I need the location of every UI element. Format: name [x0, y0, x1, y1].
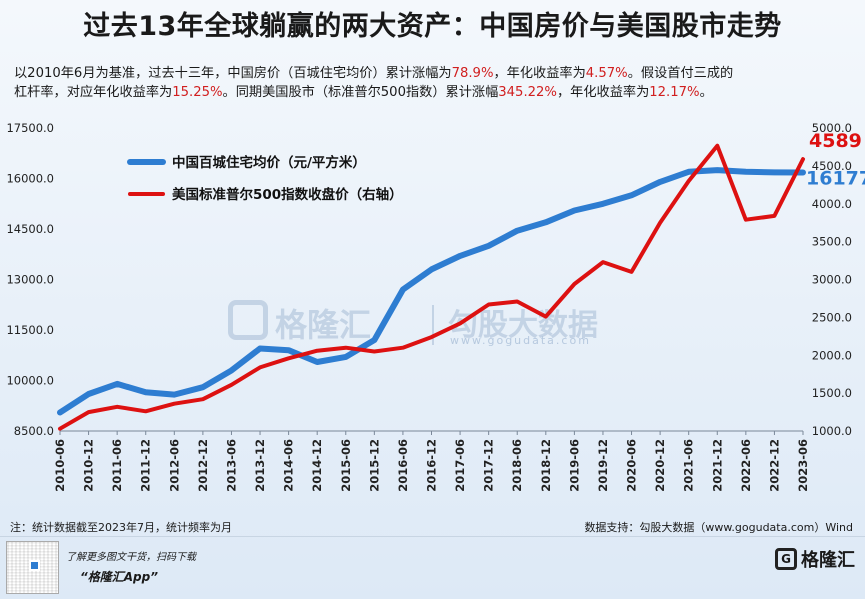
chart-subtitle: 以2010年6月为基准，过去十三年，中国房价（百城住宅均价）累计涨幅为78.9%…	[14, 64, 854, 102]
subtitle-highlight: 345.22%	[498, 85, 557, 100]
watermark-divider	[432, 305, 434, 345]
brand-logo-icon: G	[775, 548, 797, 570]
y-right-tick-label: 1000.0	[812, 424, 852, 438]
y-right-tick-label: 4500.0	[812, 159, 852, 173]
x-tick-label: 2011-06	[110, 439, 124, 492]
subtitle-highlight: 4.57%	[585, 66, 628, 81]
x-tick-label: 2010-06	[53, 439, 67, 492]
x-tick-label: 2022-12	[767, 439, 781, 492]
x-tick-label: 2011-12	[139, 439, 153, 492]
subtitle-highlight: 78.9%	[451, 66, 494, 81]
x-tick-label: 2015-06	[339, 439, 353, 492]
x-tick-label: 2020-06	[625, 439, 639, 492]
y-right-tick-label: 3500.0	[812, 235, 852, 249]
footer-divider	[0, 536, 865, 537]
brand-logo[interactable]: G 格隆汇	[775, 546, 855, 572]
x-tick-label: 2019-12	[596, 439, 610, 492]
x-tick-label: 2017-06	[453, 439, 467, 492]
y-right-tick-label: 1500.0	[812, 386, 852, 400]
series-line-house-price	[57, 167, 806, 416]
x-tick-label: 2023-06	[796, 439, 810, 492]
subtitle-text: 杠杆率，对应年化收益率为	[14, 85, 173, 100]
watermark-logo-icon	[228, 300, 268, 340]
y-right-tick-label: 5000.0	[812, 121, 852, 135]
x-tick-label: 2016-12	[425, 439, 439, 492]
line-chart: 8500.0 10000.0 11500.0 13000.0 14500.0 16000.…	[6, 121, 865, 492]
subtitle-highlight: 12.17%	[649, 85, 700, 100]
y-left-tick-label: 17500.0	[6, 121, 54, 135]
footer-note: 注：统计数据截至2023年7月，统计频率为月	[10, 521, 232, 534]
x-tick-label: 2019-06	[567, 439, 581, 492]
y-left-tick-label: 14500.0	[6, 222, 54, 236]
legend-label-spx: 美国标准普尔500指数收盘价（右轴）	[172, 186, 403, 203]
chart-title: 过去13年全球躺赢的两大资产：中国房价与美国股市走势	[83, 11, 782, 42]
x-tick-label: 2012-12	[196, 439, 210, 492]
x-tick-label: 2021-06	[682, 439, 696, 492]
subtitle-text: 。同期美国股市（标准普尔500指数）累计涨幅	[222, 85, 499, 100]
qr-logo-icon	[29, 560, 40, 571]
x-tick-label: 2013-12	[253, 439, 267, 492]
watermark-brand: 格隆汇	[275, 306, 372, 344]
x-tick-label: 2018-12	[539, 439, 553, 492]
end-label-spx: 4589	[809, 130, 862, 152]
qr-code[interactable]	[6, 541, 59, 594]
y-right-tick-label: 3000.0	[812, 273, 852, 287]
promo-app-name: “格隆汇App”	[80, 570, 158, 584]
x-tick-label: 2018-06	[510, 439, 524, 492]
watermark-url: www.gogudata.com	[450, 334, 591, 347]
x-tick-label: 2015-12	[367, 439, 381, 492]
x-tick-label: 2012-06	[167, 439, 181, 492]
subtitle-text: 。	[699, 85, 713, 100]
y-left-tick-label: 13000.0	[6, 273, 54, 287]
x-tick-label: 2016-06	[396, 439, 410, 492]
subtitle-text: 以2010年6月为基准，过去十三年，中国房价（百城住宅均价）累计涨幅为	[14, 66, 452, 81]
data-source: 数据支持：勾股大数据（www.gogudata.com）Wind	[584, 521, 853, 534]
y-left-tick-label: 16000.0	[6, 172, 54, 186]
promo-text: 了解更多图文干货，扫码下载	[66, 552, 196, 563]
subtitle-text: ，年化收益率为	[556, 85, 650, 100]
end-label-house: 16177	[806, 168, 865, 190]
x-tick-label: 2021-12	[710, 439, 724, 492]
y-right-tick-label: 2000.0	[812, 348, 852, 362]
subtitle-text: 。假设首付三成的	[627, 66, 734, 81]
x-tick-label: 2013-06	[224, 439, 238, 492]
series-line-spx	[58, 143, 805, 431]
y-right-tick-label: 4000.0	[812, 197, 852, 211]
x-tick-label: 2014-06	[282, 439, 296, 492]
x-tick-label: 2020-12	[653, 439, 667, 492]
y-left-tick-label: 8500.0	[14, 424, 54, 438]
x-tick-label: 2022-06	[739, 439, 753, 492]
y-right-tick-label: 2500.0	[812, 310, 852, 324]
y-left-tick-label: 10000.0	[6, 374, 54, 388]
x-tick-label: 2017-12	[482, 439, 496, 492]
y-left-tick-label: 11500.0	[6, 323, 54, 337]
brand-logo-text: 格隆汇	[801, 550, 855, 571]
legend-label-house: 中国百城住宅均价（元/平方米）	[172, 154, 366, 171]
subtitle-highlight: 15.25%	[172, 85, 223, 100]
x-tick-label: 2014-12	[310, 439, 324, 492]
subtitle-text: ，年化收益率为	[493, 66, 586, 81]
x-tick-label: 2010-12	[82, 439, 96, 492]
